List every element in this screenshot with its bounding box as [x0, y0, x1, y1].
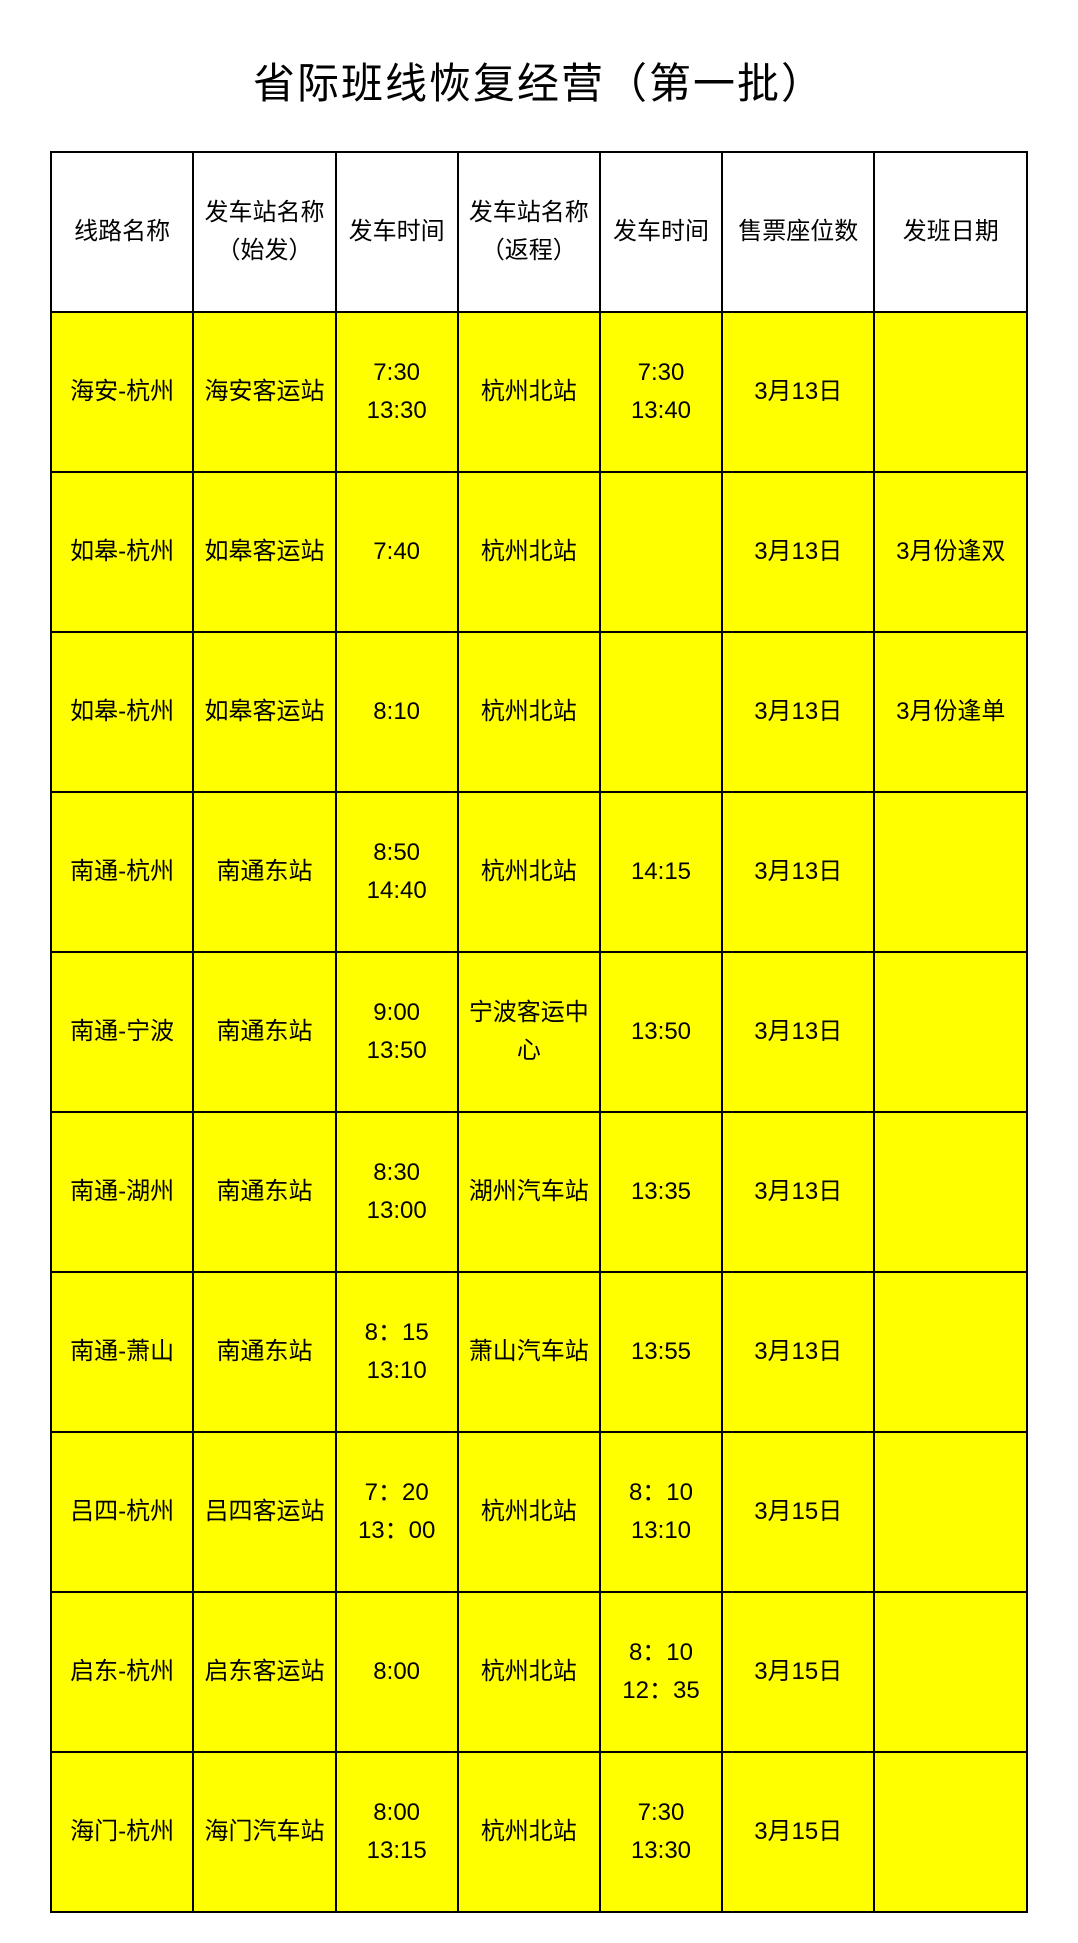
cell-6-0: 南通-萧山: [51, 1272, 193, 1432]
table-row: 南通-萧山南通东站8：15 13:10萧山汽车站13:553月13日: [51, 1272, 1027, 1432]
table-row: 吕四-杭州吕四客运站7：20 13：00杭州北站8：10 13:103月15日: [51, 1432, 1027, 1592]
cell-9-3: 杭州北站: [458, 1752, 600, 1912]
cell-8-0: 启东-杭州: [51, 1592, 193, 1752]
cell-1-0: 如皋-杭州: [51, 472, 193, 632]
cell-6-1: 南通东站: [193, 1272, 335, 1432]
cell-6-2: 8：15 13:10: [336, 1272, 458, 1432]
cell-2-1: 如皋客运站: [193, 632, 335, 792]
table-row: 启东-杭州启东客运站8:00杭州北站8：10 12：353月15日: [51, 1592, 1027, 1752]
cell-1-4: [600, 472, 722, 632]
cell-0-2: 7:30 13:30: [336, 312, 458, 472]
cell-6-5: 3月13日: [722, 1272, 875, 1432]
cell-9-5: 3月15日: [722, 1752, 875, 1912]
table-row: 如皋-杭州如皋客运站8:10杭州北站 3月13日3月份逢单: [51, 632, 1027, 792]
cell-1-6: 3月份逢双: [874, 472, 1027, 632]
cell-5-2: 8:30 13:00: [336, 1112, 458, 1272]
table-row: 南通-宁波南通东站9:00 13:50宁波客运中心13:503月13日: [51, 952, 1027, 1112]
cell-3-6: [874, 792, 1027, 952]
cell-5-1: 南通东站: [193, 1112, 335, 1272]
cell-3-5: 3月13日: [722, 792, 875, 952]
cell-8-4: 8：10 12：35: [600, 1592, 722, 1752]
cell-7-5: 3月15日: [722, 1432, 875, 1592]
cell-0-5: 3月13日: [722, 312, 875, 472]
cell-3-3: 杭州北站: [458, 792, 600, 952]
table-row: 南通-杭州南通东站8:50 14:40杭州北站14:153月13日: [51, 792, 1027, 952]
cell-6-3: 萧山汽车站: [458, 1272, 600, 1432]
cell-6-4: 13:55: [600, 1272, 722, 1432]
cell-7-3: 杭州北站: [458, 1432, 600, 1592]
cell-0-1: 海安客运站: [193, 312, 335, 472]
cell-2-4: [600, 632, 722, 792]
cell-7-2: 7：20 13：00: [336, 1432, 458, 1592]
cell-8-3: 杭州北站: [458, 1592, 600, 1752]
table-head: 线路名称发车站名称 （始发）发车时间发车站名称 （返程）发车时间售票座位数发班日…: [51, 152, 1027, 312]
cell-5-4: 13:35: [600, 1112, 722, 1272]
cell-0-4: 7:30 13:40: [600, 312, 722, 472]
col-header-1: 发车站名称 （始发）: [193, 152, 335, 312]
cell-4-0: 南通-宁波: [51, 952, 193, 1112]
cell-2-2: 8:10: [336, 632, 458, 792]
col-header-3: 发车站名称 （返程）: [458, 152, 600, 312]
schedule-container: 省际班线恢复经营（第一批） 线路名称发车站名称 （始发）发车时间发车站名称 （返…: [0, 0, 1078, 1943]
table-body: 海安-杭州海安客运站7:30 13:30杭州北站7:30 13:403月13日如…: [51, 312, 1027, 1912]
cell-1-1: 如皋客运站: [193, 472, 335, 632]
cell-4-1: 南通东站: [193, 952, 335, 1112]
cell-5-0: 南通-湖州: [51, 1112, 193, 1272]
cell-8-6: [874, 1592, 1027, 1752]
schedule-table: 线路名称发车站名称 （始发）发车时间发车站名称 （返程）发车时间售票座位数发班日…: [50, 151, 1028, 1913]
cell-4-6: [874, 952, 1027, 1112]
cell-3-4: 14:15: [600, 792, 722, 952]
cell-4-2: 9:00 13:50: [336, 952, 458, 1112]
cell-1-2: 7:40: [336, 472, 458, 632]
cell-2-0: 如皋-杭州: [51, 632, 193, 792]
cell-8-1: 启东客运站: [193, 1592, 335, 1752]
cell-9-6: [874, 1752, 1027, 1912]
table-row: 海门-杭州海门汽车站8:00 13:15杭州北站7:30 13:303月15日: [51, 1752, 1027, 1912]
cell-0-6: [874, 312, 1027, 472]
cell-2-6: 3月份逢单: [874, 632, 1027, 792]
cell-6-6: [874, 1272, 1027, 1432]
cell-5-3: 湖州汽车站: [458, 1112, 600, 1272]
cell-3-2: 8:50 14:40: [336, 792, 458, 952]
cell-7-6: [874, 1432, 1027, 1592]
table-row: 海安-杭州海安客运站7:30 13:30杭州北站7:30 13:403月13日: [51, 312, 1027, 472]
cell-4-4: 13:50: [600, 952, 722, 1112]
col-header-2: 发车时间: [336, 152, 458, 312]
cell-8-2: 8:00: [336, 1592, 458, 1752]
cell-2-3: 杭州北站: [458, 632, 600, 792]
page-title: 省际班线恢复经营（第一批）: [50, 50, 1028, 111]
cell-0-3: 杭州北站: [458, 312, 600, 472]
cell-9-4: 7:30 13:30: [600, 1752, 722, 1912]
header-row: 线路名称发车站名称 （始发）发车时间发车站名称 （返程）发车时间售票座位数发班日…: [51, 152, 1027, 312]
cell-9-2: 8:00 13:15: [336, 1752, 458, 1912]
cell-7-4: 8：10 13:10: [600, 1432, 722, 1592]
cell-7-1: 吕四客运站: [193, 1432, 335, 1592]
cell-1-3: 杭州北站: [458, 472, 600, 632]
cell-7-0: 吕四-杭州: [51, 1432, 193, 1592]
cell-5-6: [874, 1112, 1027, 1272]
cell-3-1: 南通东站: [193, 792, 335, 952]
cell-9-1: 海门汽车站: [193, 1752, 335, 1912]
col-header-4: 发车时间: [600, 152, 722, 312]
col-header-0: 线路名称: [51, 152, 193, 312]
cell-4-3: 宁波客运中心: [458, 952, 600, 1112]
cell-1-5: 3月13日: [722, 472, 875, 632]
table-row: 南通-湖州南通东站8:30 13:00湖州汽车站13:353月13日: [51, 1112, 1027, 1272]
cell-9-0: 海门-杭州: [51, 1752, 193, 1912]
cell-3-0: 南通-杭州: [51, 792, 193, 952]
cell-5-5: 3月13日: [722, 1112, 875, 1272]
cell-0-0: 海安-杭州: [51, 312, 193, 472]
col-header-5: 售票座位数: [722, 152, 875, 312]
cell-4-5: 3月13日: [722, 952, 875, 1112]
cell-2-5: 3月13日: [722, 632, 875, 792]
table-row: 如皋-杭州如皋客运站7:40杭州北站 3月13日3月份逢双: [51, 472, 1027, 632]
col-header-6: 发班日期: [874, 152, 1027, 312]
cell-8-5: 3月15日: [722, 1592, 875, 1752]
